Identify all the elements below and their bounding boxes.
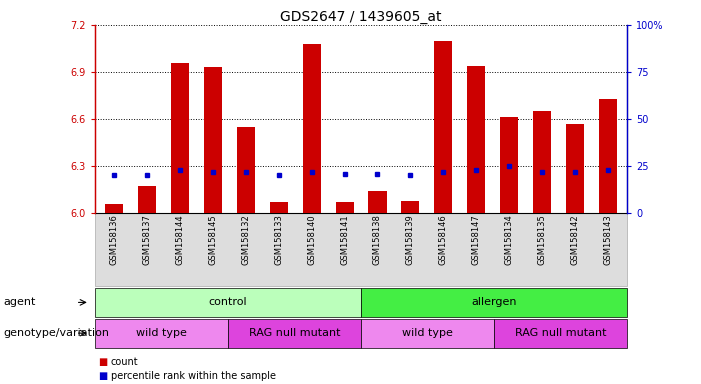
Bar <box>105 204 123 213</box>
Bar <box>533 111 551 213</box>
Bar <box>204 67 222 213</box>
Bar <box>336 202 353 213</box>
Bar <box>369 191 386 213</box>
Bar <box>270 202 288 213</box>
Text: genotype/variation: genotype/variation <box>4 328 109 338</box>
Text: RAG null mutant: RAG null mutant <box>249 328 340 338</box>
Bar <box>500 118 518 213</box>
Bar <box>566 124 584 213</box>
Bar <box>599 99 617 213</box>
Text: allergen: allergen <box>472 297 517 308</box>
Bar <box>303 44 321 213</box>
Text: count: count <box>111 357 138 367</box>
Text: wild type: wild type <box>136 328 186 338</box>
Bar <box>401 200 419 213</box>
Text: percentile rank within the sample: percentile rank within the sample <box>111 371 275 381</box>
Bar <box>171 63 189 213</box>
Text: RAG null mutant: RAG null mutant <box>515 328 606 338</box>
Bar <box>434 41 452 213</box>
Text: wild type: wild type <box>402 328 453 338</box>
Text: control: control <box>208 297 247 308</box>
Bar <box>467 66 485 213</box>
Text: ■: ■ <box>98 357 107 367</box>
Text: ■: ■ <box>98 371 107 381</box>
Text: agent: agent <box>4 297 36 308</box>
Bar <box>237 127 255 213</box>
Text: GDS2647 / 1439605_at: GDS2647 / 1439605_at <box>280 10 442 23</box>
Bar <box>138 187 156 213</box>
